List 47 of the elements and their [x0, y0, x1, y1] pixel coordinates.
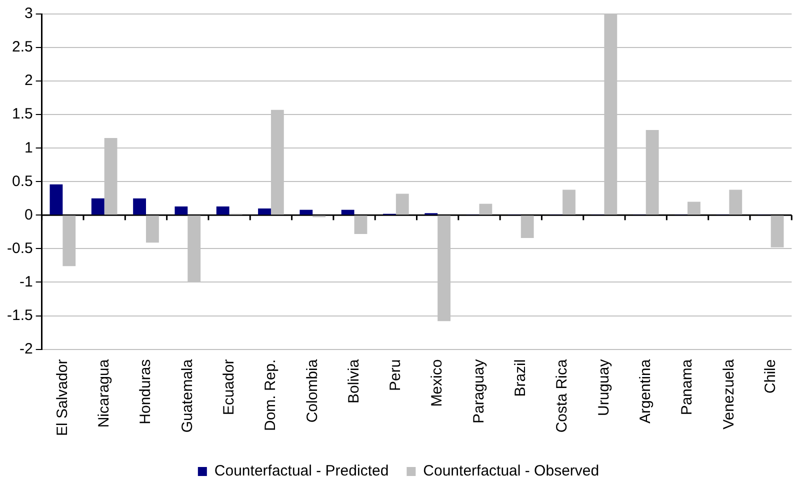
y-tick-label: 3	[24, 5, 33, 22]
bar	[562, 190, 576, 215]
y-tick-label: 2.5	[12, 38, 33, 56]
x-tick-label: Colombia	[304, 358, 321, 423]
x-tick-label: Mexico	[428, 359, 446, 407]
legend-label: Counterfactual - Observed	[423, 462, 600, 480]
x-tick-label: Argentina	[637, 358, 654, 424]
y-tick-label: 1	[24, 139, 33, 156]
y-tick-label: -1.5	[6, 306, 33, 324]
bar	[520, 216, 534, 238]
x-tick-label: Guatemala	[178, 358, 196, 433]
bar	[133, 198, 146, 215]
bar	[354, 216, 368, 234]
legend-label: Counterfactual - Predicted	[214, 462, 389, 480]
x-tick-label: Brazil	[512, 359, 530, 397]
x-tick-label: Uruguay	[595, 358, 612, 416]
x-tick-label: Panama	[678, 358, 696, 416]
y-tick-label: 0.5	[12, 172, 33, 190]
bar	[146, 216, 159, 243]
x-tick-label: El Salvador	[54, 359, 71, 436]
x-tick-label: Dom. Rep.	[262, 359, 280, 431]
bar	[50, 184, 63, 215]
x-tick-label: Paraguay	[470, 358, 488, 424]
y-tick-label: -2	[20, 340, 33, 358]
y-tick-label: 1.5	[12, 106, 33, 123]
x-tick-label: Chile	[762, 359, 779, 394]
x-tick-label: Ecuador	[220, 359, 238, 416]
x-tick-label: Honduras	[137, 359, 154, 424]
bar	[729, 190, 742, 215]
y-tick-label: -1	[20, 273, 33, 290]
bar	[396, 194, 409, 215]
x-tick-label: Bolivia	[345, 358, 362, 404]
bar	[688, 202, 700, 215]
bar	[300, 210, 313, 215]
x-tick-label: Nicaragua	[95, 358, 112, 428]
x-tick-label: Venezuela	[720, 358, 738, 430]
bar	[174, 206, 188, 215]
x-tick-label: Costa Rica	[554, 358, 571, 433]
x-tick-label: Peru	[387, 359, 404, 391]
bar	[341, 210, 354, 215]
bar	[91, 198, 104, 215]
bar	[479, 204, 492, 215]
bar	[258, 208, 271, 215]
y-tick-label: 2	[24, 72, 33, 90]
bar	[216, 206, 230, 215]
y-tick-label: 0	[24, 206, 33, 224]
y-tick-label: -0.5	[6, 240, 33, 257]
